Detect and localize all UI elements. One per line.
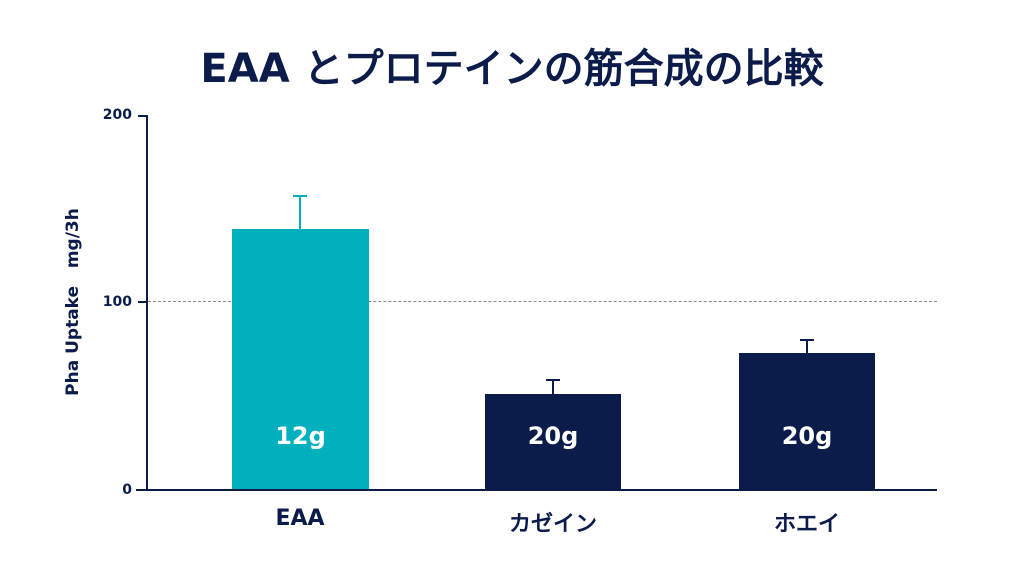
y-tick-label-200: 200: [102, 107, 132, 123]
chart-title: EAA とプロテインの筋合成の比較: [200, 46, 824, 92]
y-tick-200: [138, 115, 147, 117]
bar-whey: 20g: [739, 353, 875, 490]
y-tick-label-0: 0: [122, 482, 132, 498]
bar-label-eaa: 12g: [275, 422, 326, 450]
bar-eaa: 12g: [232, 229, 369, 490]
x-category-label-eaa: EAA: [275, 506, 325, 531]
x-category-label-whey: ホエイ: [773, 512, 840, 537]
x-category-label-casein: カゼイン: [508, 512, 597, 537]
y-tick-label-100: 100: [102, 294, 132, 310]
x-axis-line: [136, 489, 937, 491]
bar-label-casein: 20g: [527, 422, 579, 450]
reference-line-100: [148, 301, 937, 302]
bar-label-whey: 20g: [781, 422, 833, 450]
y-axis-label: Pha Uptake mg/3h: [63, 208, 83, 396]
y-tick-100: [138, 301, 147, 303]
bar-casein: 20g: [485, 394, 621, 490]
y-axis-line: [146, 115, 148, 491]
